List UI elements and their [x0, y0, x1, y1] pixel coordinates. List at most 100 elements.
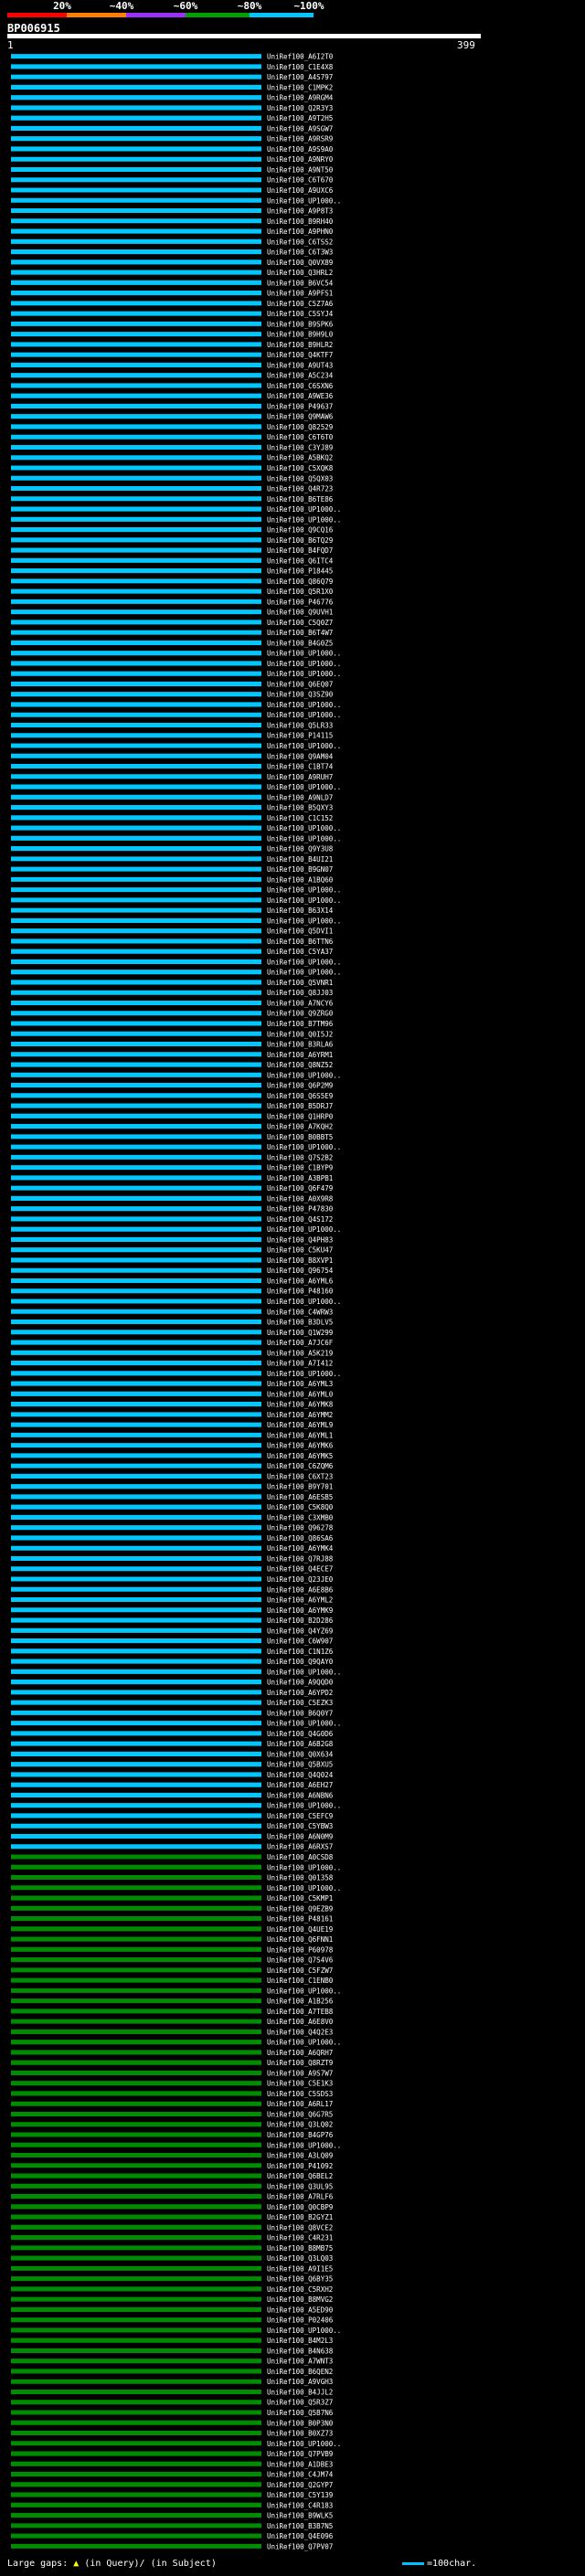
hit-label[interactable]: UniRef100_B6TE86: [267, 495, 334, 504]
hit-label[interactable]: UniRef100_C5E1K3: [267, 2080, 333, 2088]
hit-label[interactable]: UniRef100_P48160: [267, 1288, 334, 1296]
hit-label[interactable]: UniRef100_Q5VNR1: [267, 979, 333, 987]
hit-label[interactable]: UniRef100_C4WRW3: [267, 1308, 333, 1316]
hit-label[interactable]: UniRef100_C6T3W3: [267, 249, 333, 257]
hit-label[interactable]: UniRef100_C5SDS3: [267, 2090, 333, 2098]
hit-label[interactable]: UniRef100_Q0CBP9: [267, 2203, 333, 2211]
hit-label[interactable]: UniRef100_C5KMP1: [267, 1894, 333, 1903]
hit-label[interactable]: UniRef100_Q3LQ03: [267, 2254, 333, 2263]
hit-label[interactable]: UniRef100_A9S7W7: [267, 2069, 333, 2077]
hit-label[interactable]: UniRef100_A6YMK4: [267, 1544, 334, 1553]
hit-label[interactable]: UniRef100_B4G0Z5: [267, 639, 333, 647]
hit-label[interactable]: UniRef100_A6RXS7: [267, 1843, 333, 1851]
hit-label[interactable]: UniRef100_A9P8T3: [267, 207, 333, 216]
hit-label[interactable]: UniRef100_Q86SA6: [267, 1534, 334, 1542]
hit-label[interactable]: UniRef100_C5Q0Z7: [267, 619, 333, 627]
hit-label[interactable]: UniRef100_Q8VCE2: [267, 2223, 333, 2231]
hit-label[interactable]: UniRef100_A6YMK9: [267, 1606, 333, 1615]
hit-label[interactable]: UniRef100_A6I2T0: [267, 53, 334, 61]
hit-label[interactable]: UniRef100_UP1000..: [267, 650, 341, 658]
hit-label[interactable]: UniRef100_A9NLD7: [267, 793, 333, 801]
hit-label[interactable]: UniRef100_A6YMK5: [267, 1452, 333, 1460]
hit-label[interactable]: UniRef100_Q5QX03: [267, 474, 333, 482]
hit-label[interactable]: UniRef100_Q7S4V6: [267, 1956, 334, 1965]
hit-label[interactable]: UniRef100_A9PHN0: [267, 228, 334, 236]
hit-label[interactable]: UniRef100_Q6EQ07: [267, 680, 333, 688]
hit-label[interactable]: UniRef100_Q9UVH1: [267, 609, 333, 617]
hit-label[interactable]: UniRef100_A6YML3: [267, 1380, 333, 1388]
hit-label[interactable]: UniRef100_Q3LQ02: [267, 2121, 333, 2129]
hit-label[interactable]: UniRef100_C6T6T0: [267, 433, 334, 441]
hit-label[interactable]: UniRef100_P60978: [267, 1945, 334, 1954]
hit-label[interactable]: UniRef100_A4S797: [267, 73, 333, 81]
hit-label[interactable]: UniRef100_UP1000..: [267, 1720, 341, 1728]
hit-label[interactable]: UniRef100_B4JJL2: [267, 2388, 333, 2396]
hit-label[interactable]: UniRef100_P47830: [267, 1205, 334, 1214]
hit-label[interactable]: UniRef100_Q7S2B2: [267, 1153, 333, 1161]
hit-label[interactable]: UniRef100_Q3HRL2: [267, 269, 333, 277]
hit-label[interactable]: UniRef100_Q96754: [267, 1267, 334, 1275]
hit-label[interactable]: UniRef100_Q23JE0: [267, 1575, 334, 1584]
hit-label[interactable]: UniRef100_A6E8B6: [267, 1585, 334, 1594]
hit-label[interactable]: UniRef100_C1N1Z6: [267, 1648, 334, 1656]
hit-label[interactable]: UniRef100_A1B256: [267, 1998, 334, 2006]
hit-label[interactable]: UniRef100_A1BQ60: [267, 875, 334, 884]
hit-label[interactable]: UniRef100_A9RSR9: [267, 135, 333, 143]
hit-label[interactable]: UniRef100_UP1000..: [267, 896, 341, 905]
hit-label[interactable]: UniRef100_B6Q0Y7: [267, 1709, 333, 1717]
hit-label[interactable]: UniRef100_C5RXH2: [267, 2285, 333, 2294]
hit-label[interactable]: UniRef100_A6YMK8: [267, 1401, 334, 1409]
hit-label[interactable]: UniRef100_A7JC6F: [267, 1339, 334, 1347]
hit-label[interactable]: UniRef100_Q4G0D6: [267, 1730, 334, 1738]
hit-label[interactable]: UniRef100_Q2GYP7: [267, 2481, 333, 2489]
hit-label[interactable]: UniRef100_B8XVP1: [267, 1256, 333, 1265]
hit-label[interactable]: UniRef100_A7WNT3: [267, 2358, 333, 2366]
hit-label[interactable]: UniRef100_B6T4W7: [267, 629, 333, 637]
hit-label[interactable]: UniRef100_UP1000..: [267, 886, 341, 895]
hit-label[interactable]: UniRef100_Q9EZB9: [267, 1904, 333, 1913]
hit-label[interactable]: UniRef100_Q4E096: [267, 2532, 334, 2540]
hit-label[interactable]: UniRef100_UP1000..: [267, 1802, 341, 1810]
hit-label[interactable]: UniRef100_B9Y701: [267, 1483, 333, 1491]
hit-label[interactable]: UniRef100_UP1000..: [267, 917, 341, 925]
hit-label[interactable]: UniRef100_A5BKQ2: [267, 454, 333, 462]
hit-label[interactable]: UniRef100_Q8RZT9: [267, 2059, 333, 2067]
hit-label[interactable]: UniRef100_UP1000..: [267, 2440, 341, 2448]
hit-label[interactable]: UniRef100_C4R231: [267, 2234, 333, 2242]
hit-label[interactable]: UniRef100_A6YRM1: [267, 1051, 333, 1059]
hit-label[interactable]: UniRef100_Q9MAW6: [267, 413, 334, 421]
hit-label[interactable]: UniRef100_B0XZ73: [267, 2430, 333, 2438]
hit-label[interactable]: UniRef100_C1BT74: [267, 763, 334, 771]
hit-label[interactable]: UniRef100_UP1000..: [267, 969, 341, 977]
hit-label[interactable]: UniRef100_C5KU47: [267, 1246, 333, 1255]
hit-label[interactable]: UniRef100_B9RH40: [267, 217, 334, 226]
hit-label[interactable]: UniRef100_UP1000..: [267, 1884, 341, 1892]
hit-label[interactable]: UniRef100_A9PFS1: [267, 290, 333, 298]
hit-label[interactable]: UniRef100_C5YA37: [267, 948, 333, 956]
hit-label[interactable]: UniRef100_P41092: [267, 2162, 333, 2170]
hit-label[interactable]: UniRef100_A7RLF6: [267, 2193, 334, 2201]
hit-label[interactable]: UniRef100_C5EZK3: [267, 1699, 333, 1707]
hit-label[interactable]: UniRef100_Q4PH83: [267, 1235, 333, 1244]
hit-label[interactable]: UniRef100_B3B7N5: [267, 2522, 333, 2530]
hit-label[interactable]: UniRef100_Q5R1X0: [267, 588, 334, 596]
hit-label[interactable]: UniRef100_Q4KTF7: [267, 351, 333, 359]
hit-label[interactable]: UniRef100_C1E4X8: [267, 63, 334, 71]
hit-label[interactable]: UniRef100_A3BPB1: [267, 1174, 333, 1182]
hit-label[interactable]: UniRef100_A7KQH2: [267, 1123, 333, 1131]
hit-label[interactable]: UniRef100_UP1000..: [267, 196, 341, 205]
hit-label[interactable]: UniRef100_C1C152: [267, 814, 333, 822]
hit-label[interactable]: UniRef100_A6ESB5: [267, 1493, 333, 1501]
hit-label[interactable]: UniRef100_UP1000..: [267, 670, 341, 678]
hit-label[interactable]: UniRef100_B6VC54: [267, 279, 334, 287]
hit-label[interactable]: UniRef100_Q6P2M9: [267, 1082, 333, 1090]
hit-label[interactable]: UniRef100_A6YPD2: [267, 1689, 333, 1697]
hit-label[interactable]: UniRef100_A6NBN6: [267, 1791, 334, 1799]
hit-label[interactable]: UniRef100_C3XMB0: [267, 1513, 334, 1521]
hit-label[interactable]: UniRef100_UP1000..: [267, 1668, 341, 1676]
hit-label[interactable]: UniRef100_UP1000..: [267, 2039, 341, 2047]
hit-label[interactable]: UniRef100_P46776: [267, 598, 334, 606]
hit-label[interactable]: UniRef100_A9T2H5: [267, 114, 333, 122]
hit-label[interactable]: UniRef100_A6YML1: [267, 1431, 333, 1439]
hit-label[interactable]: UniRef100_B4UI21: [267, 855, 333, 864]
